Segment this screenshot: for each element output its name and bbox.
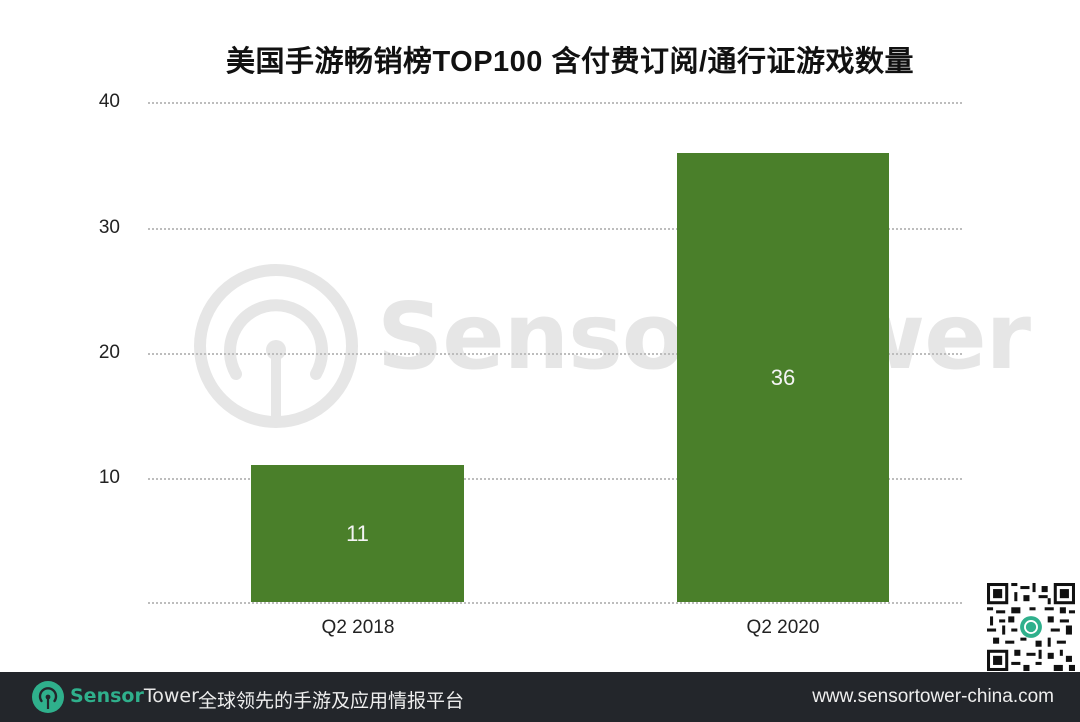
gridline-0	[148, 602, 962, 604]
bar-q2-2018: 11	[251, 465, 464, 602]
qr-code-icon	[987, 583, 1075, 671]
gridline-30	[148, 228, 962, 230]
chart-title: 美国手游畅销榜TOP100 含付费订阅/通行证游戏数量	[225, 46, 915, 78]
footer-url: www.sensortower-china.com	[812, 686, 1054, 707]
bar-q2-2020: 36	[677, 153, 889, 602]
y-tick-label: 10	[98, 467, 120, 488]
bar-value-label: 36	[770, 365, 796, 390]
gridline-10	[148, 478, 962, 480]
brand-part-tower: Tower	[143, 685, 199, 707]
y-tick-label: 30	[98, 217, 120, 238]
brand-name: SensorTower	[70, 684, 199, 708]
footer-tagline: 全球领先的手游及应用情报平台	[198, 691, 465, 712]
y-tick-label: 20	[98, 342, 120, 363]
bar-value-label: 11	[346, 521, 369, 546]
sensortower-watermark-icon	[194, 264, 358, 428]
footer-bar: SensorTower 全球领先的手游及应用情报平台 www.sensortow…	[0, 672, 1080, 722]
bar-chart: SensorTower 40 30 20 10 11 36 Q2 2018 Q2…	[98, 91, 1031, 638]
x-tick-label: Q2 2018	[321, 617, 395, 638]
y-tick-label: 40	[98, 91, 120, 112]
gridline-20	[148, 353, 962, 355]
brand-part-sensor: Sensor	[70, 685, 144, 707]
sensortower-logo-icon	[32, 681, 64, 713]
x-tick-label: Q2 2020	[746, 617, 820, 638]
gridline-40	[148, 102, 962, 104]
